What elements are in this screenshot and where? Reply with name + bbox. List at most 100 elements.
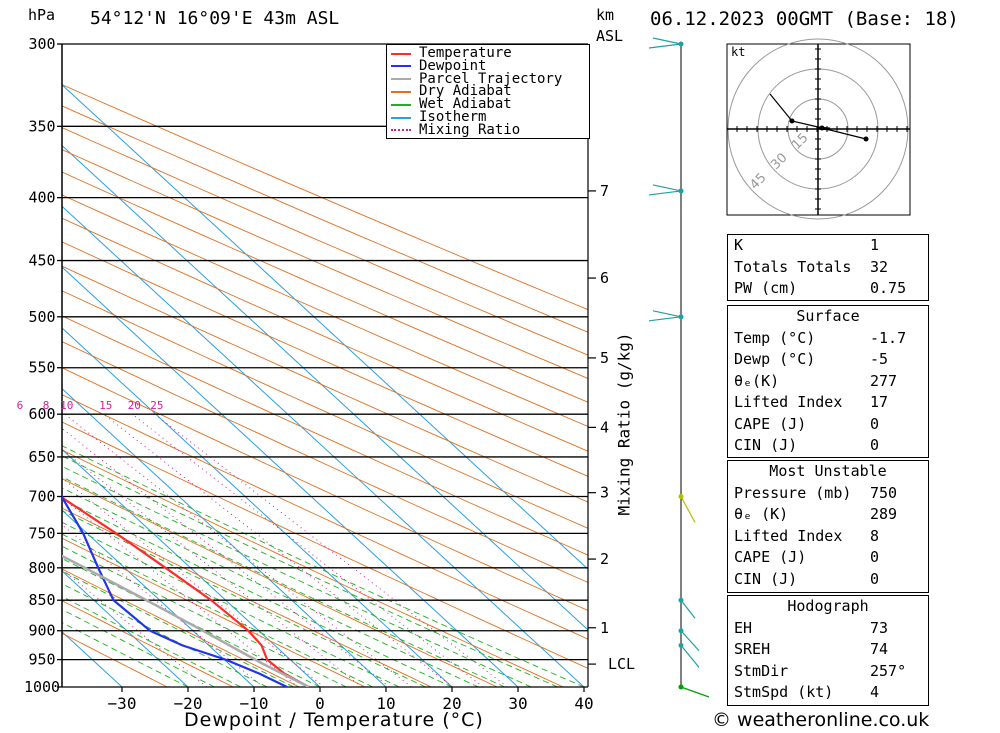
mu-li-value: 8: [870, 526, 880, 545]
pressure-tick-label: 700: [28, 488, 55, 506]
mixing-ratio-line: [64, 413, 412, 687]
isotherm-line: [62, 448, 321, 687]
x-tick-label: 40: [574, 694, 593, 713]
height-tick-label: 5: [600, 349, 609, 367]
height-tick-label: 7: [600, 182, 609, 200]
station-location: 54°12'N 16°09'E 43m ASL: [90, 8, 340, 29]
tt-label: Totals Totals: [734, 257, 852, 276]
surface-title: Surface: [796, 307, 860, 325]
surface-theta-value: 277: [870, 371, 898, 390]
mixing-ratio-value-label: 6: [17, 399, 24, 412]
chart-legend: Temperature Dewpoint Parcel Trajectory Dry …: [386, 44, 590, 139]
surface-cape-value: 0: [870, 414, 880, 433]
isotherm-line: [62, 387, 387, 687]
legend-label: Dry Adiabat: [419, 83, 512, 100]
eh-label: EH: [734, 618, 753, 637]
wet-adiabat-line: [62, 533, 373, 687]
isotherm-line: [62, 84, 588, 570]
pressure-tick-label: 800: [28, 559, 55, 577]
indices-table: K 1 Totals Totals 32 PW (cm) 0.75: [727, 234, 929, 301]
isotherm-line: [62, 509, 255, 687]
wet-adiabat-line: [62, 510, 426, 687]
wind-barb: [680, 644, 700, 668]
isotherm-line: [62, 144, 588, 631]
k-value: 1: [870, 236, 880, 254]
surface-cape-label: CAPE (J): [734, 414, 807, 433]
sreh-value: 74: [870, 640, 889, 658]
stmdir-value: 257°: [870, 661, 907, 680]
wind-barb: [680, 686, 710, 698]
x-tick-label: 30: [508, 694, 527, 713]
dry-adiabat-line: [62, 367, 588, 611]
footer-credit[interactable]: © weatheronline.co.uk: [712, 709, 930, 731]
wind-barb: [652, 184, 682, 192]
hodograph-table: Hodograph EH 73 SREH 74 StmDir 257° StmSpd …: [727, 595, 929, 706]
surface-cin-label: CIN (J): [734, 436, 798, 454]
mu-title: Most Unstable: [769, 462, 887, 480]
hodo-table-title: Hodograph: [787, 597, 869, 615]
legend-item: Temperature: [391, 46, 512, 60]
pressure-tick-label: 500: [28, 308, 55, 326]
wind-barb: [680, 496, 696, 523]
pressure-tick-label: 850: [28, 591, 55, 609]
dry-adiabat-line: [62, 507, 432, 687]
height-tick-label: 1: [600, 619, 609, 637]
mu-cape-label: CAPE (J): [734, 548, 807, 566]
wet-adiabat-line: [62, 465, 532, 687]
x-axis-label: Dewpoint / Temperature (°C): [184, 709, 484, 731]
x-tick-label: −20: [174, 694, 203, 713]
legend-label: Wet Adiabat: [419, 96, 512, 113]
wind-barb: [680, 599, 696, 619]
dry-adiabat-line: [62, 568, 300, 687]
pressure-tick-label: 950: [28, 651, 55, 669]
height-tick-label: LCL: [608, 655, 635, 673]
wet-adiabat-line: [62, 521, 400, 687]
x-tick-label: −10: [240, 694, 269, 713]
mixing-ratio-line: [131, 413, 484, 687]
wind-barb: [648, 43, 682, 49]
pressure-tick-label: 400: [28, 189, 55, 207]
mixing-ratio-value-label: 20: [128, 399, 141, 412]
surface-cin-value: 0: [870, 436, 880, 454]
legend-item: Parcel Trajectory: [391, 70, 563, 87]
wind-barb: [648, 190, 682, 196]
legend-swatch: [391, 65, 411, 68]
mixing-ratio-value-label: 10: [60, 399, 73, 412]
legend-label: Isotherm: [419, 109, 487, 125]
legend-item: Wet Adiabat: [391, 96, 512, 113]
isotherm-line: [62, 266, 519, 687]
dry-adiabat-line: [62, 84, 588, 311]
pressure-tick-label: 300: [28, 35, 55, 53]
asl-unit: ASL: [596, 27, 624, 45]
legend-swatch: [391, 129, 411, 132]
mixing-ratio-value-label: 25: [150, 399, 163, 412]
km-unit: km: [596, 6, 615, 24]
pw-value: 0.75: [870, 279, 907, 297]
mu-li-label: Lifted Index: [734, 526, 843, 545]
dry-adiabat-line: [62, 105, 588, 333]
legend-swatch: [391, 52, 411, 55]
most-unstable-table: Most Unstable Pressure (mb) 750 θₑ (K) 289…: [727, 460, 929, 593]
k-label: K: [734, 236, 744, 254]
stmspd-value: 4: [870, 683, 880, 701]
dry-adiabat-line: [62, 127, 588, 356]
dry-adiabat-line: [62, 478, 498, 687]
dry-adiabat-line: [62, 537, 366, 687]
stmdir-label: StmDir: [734, 661, 789, 680]
wet-adiabat-line: [62, 545, 347, 687]
legend-swatch: [391, 103, 411, 106]
dewpoint-profile: [62, 495, 288, 687]
legend-label: Parcel Trajectory: [419, 70, 563, 87]
dry-adiabat-line: [62, 194, 588, 427]
pressure-tick-label: 350: [28, 117, 55, 135]
height-tick-label: 6: [600, 269, 609, 287]
legend-item: Mixing Ratio: [391, 123, 520, 137]
wet-adiabat-line: [62, 498, 453, 687]
dry-adiabat-line: [62, 149, 588, 379]
wind-barb: [652, 310, 682, 318]
legend-item: Isotherm: [391, 109, 487, 125]
hpa-unit: hPa: [28, 6, 56, 24]
wind-barb: [652, 37, 682, 45]
tt-value: 32: [870, 257, 889, 276]
legend-item: Dewpoint: [391, 59, 486, 73]
